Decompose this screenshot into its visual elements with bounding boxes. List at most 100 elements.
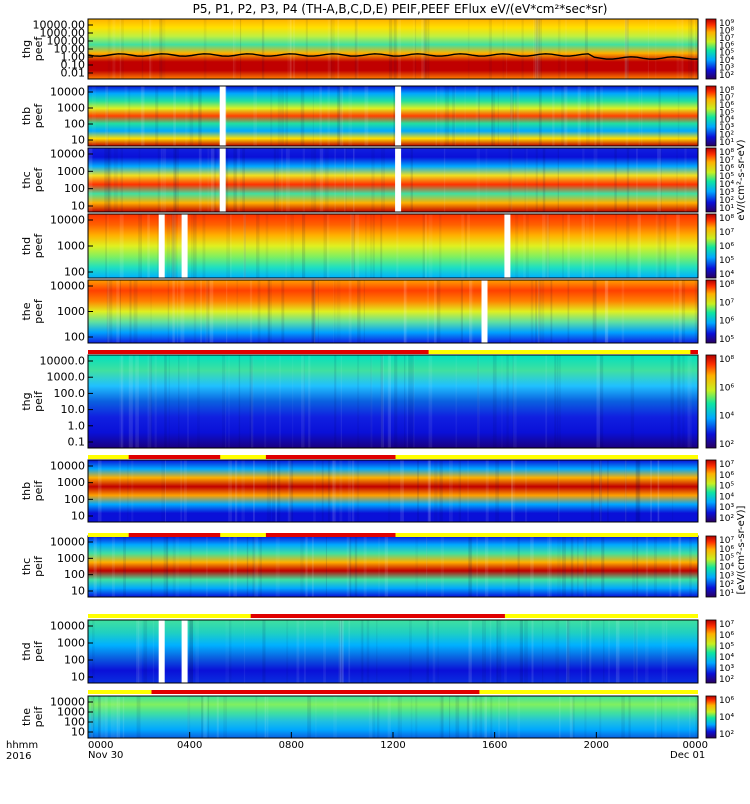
- texture-streak: [198, 148, 202, 212]
- texture-streak: [189, 620, 193, 683]
- texture-streak: [572, 696, 575, 738]
- texture-streak: [525, 148, 528, 212]
- spectrogram-thg-peef: [88, 19, 698, 79]
- texture-streak: [596, 86, 601, 146]
- texture-streak: [538, 280, 541, 343]
- texture-streak: [296, 620, 300, 683]
- texture-streak: [439, 214, 442, 278]
- texture-streak: [469, 280, 474, 343]
- colorbar-tick-label: 10²: [719, 580, 734, 590]
- texture-streak: [636, 536, 639, 597]
- y-tick-label: 10000: [50, 214, 85, 227]
- texture-streak: [690, 355, 692, 448]
- texture-streak: [650, 460, 652, 522]
- texture-streak: [189, 620, 194, 683]
- texture-streak: [228, 620, 232, 683]
- texture-streak: [393, 86, 397, 146]
- texture-streak: [521, 19, 524, 79]
- texture-streak: [195, 620, 199, 683]
- colorbar-tick-label: 10⁶: [719, 242, 734, 252]
- texture-streak: [124, 86, 128, 146]
- texture-streak: [624, 19, 628, 79]
- texture-streak: [677, 86, 680, 146]
- colorbar-tick-label: 10⁴: [719, 713, 734, 723]
- texture-streak: [387, 696, 391, 738]
- texture-streak: [175, 536, 180, 597]
- texture-streak: [490, 696, 493, 738]
- texture-streak: [119, 280, 121, 343]
- texture-streak: [495, 460, 500, 522]
- texture-streak: [677, 696, 680, 738]
- texture-streak: [635, 460, 639, 522]
- texture-streak: [339, 620, 344, 683]
- texture-streak: [433, 280, 437, 343]
- texture-streak: [118, 696, 120, 738]
- texture-streak: [97, 460, 102, 522]
- colorbar-tick-label: 10⁸: [719, 355, 734, 365]
- texture-streak: [554, 355, 556, 448]
- y-tick-label: 10: [71, 510, 85, 523]
- colorbar-tick-label: 10⁶: [719, 631, 734, 641]
- texture-streak: [393, 19, 397, 79]
- texture-streak: [589, 536, 592, 597]
- texture-streak: [370, 355, 373, 448]
- texture-streak: [425, 214, 427, 278]
- texture-streak: [626, 19, 629, 79]
- texture-streak: [436, 280, 441, 343]
- texture-streak: [206, 280, 210, 343]
- time-row-label-1: hhmm: [6, 740, 38, 751]
- texture-streak: [344, 148, 346, 212]
- texture-streak: [107, 280, 110, 343]
- texture-streak: [559, 696, 561, 738]
- texture-streak: [118, 460, 121, 522]
- texture-streak: [119, 355, 123, 448]
- spectrogram-thc-peef: [88, 148, 698, 212]
- y-tick-label: 1000.00: [40, 27, 86, 40]
- texture-streak: [205, 280, 208, 343]
- texture-streak: [152, 620, 155, 683]
- texture-streak: [511, 460, 516, 522]
- y-axis-label-product: peif: [32, 480, 45, 502]
- texture-streak: [189, 86, 194, 146]
- texture-streak: [254, 536, 259, 597]
- texture-streak: [266, 696, 269, 738]
- texture-streak: [264, 355, 267, 448]
- texture-streak: [303, 355, 305, 448]
- texture-streak: [426, 536, 428, 597]
- texture-streak: [536, 19, 540, 79]
- texture-streak: [682, 355, 685, 448]
- y-tick-label: 0.1: [68, 436, 86, 449]
- texture-streak: [584, 536, 588, 597]
- texture-streak: [92, 620, 95, 683]
- texture-streak: [412, 355, 414, 448]
- texture-streak: [403, 280, 406, 343]
- texture-streak: [695, 696, 698, 738]
- texture-streak: [340, 620, 343, 683]
- panel-frame: [87, 85, 699, 147]
- colorbar-tick-label: 10³: [719, 571, 734, 581]
- texture-streak: [599, 696, 602, 738]
- texture-streak: [465, 214, 467, 278]
- texture-streak: [561, 86, 565, 146]
- texture-streak: [203, 19, 207, 79]
- texture-streak: [498, 696, 500, 738]
- texture-streak: [504, 620, 507, 683]
- texture-streak: [88, 148, 93, 212]
- colorbar-tick-label: 10⁵: [719, 108, 734, 118]
- colorbar-tick-label: 10⁴: [719, 492, 734, 502]
- mode-bar-segment: [265, 455, 396, 459]
- texture-streak: [356, 460, 360, 522]
- texture-streak: [354, 536, 358, 597]
- texture-streak: [485, 148, 488, 212]
- data-gap: [181, 214, 188, 278]
- texture-streak: [525, 460, 528, 522]
- texture-streak: [546, 214, 549, 278]
- y-axis-label-product: peef: [32, 298, 45, 324]
- texture-streak: [562, 214, 564, 278]
- mode-bar-segment: [265, 533, 396, 537]
- texture-streak: [117, 696, 121, 738]
- colorbar-tick-label: 10¹: [719, 138, 734, 148]
- texture-streak: [396, 214, 399, 278]
- texture-streak: [502, 536, 506, 597]
